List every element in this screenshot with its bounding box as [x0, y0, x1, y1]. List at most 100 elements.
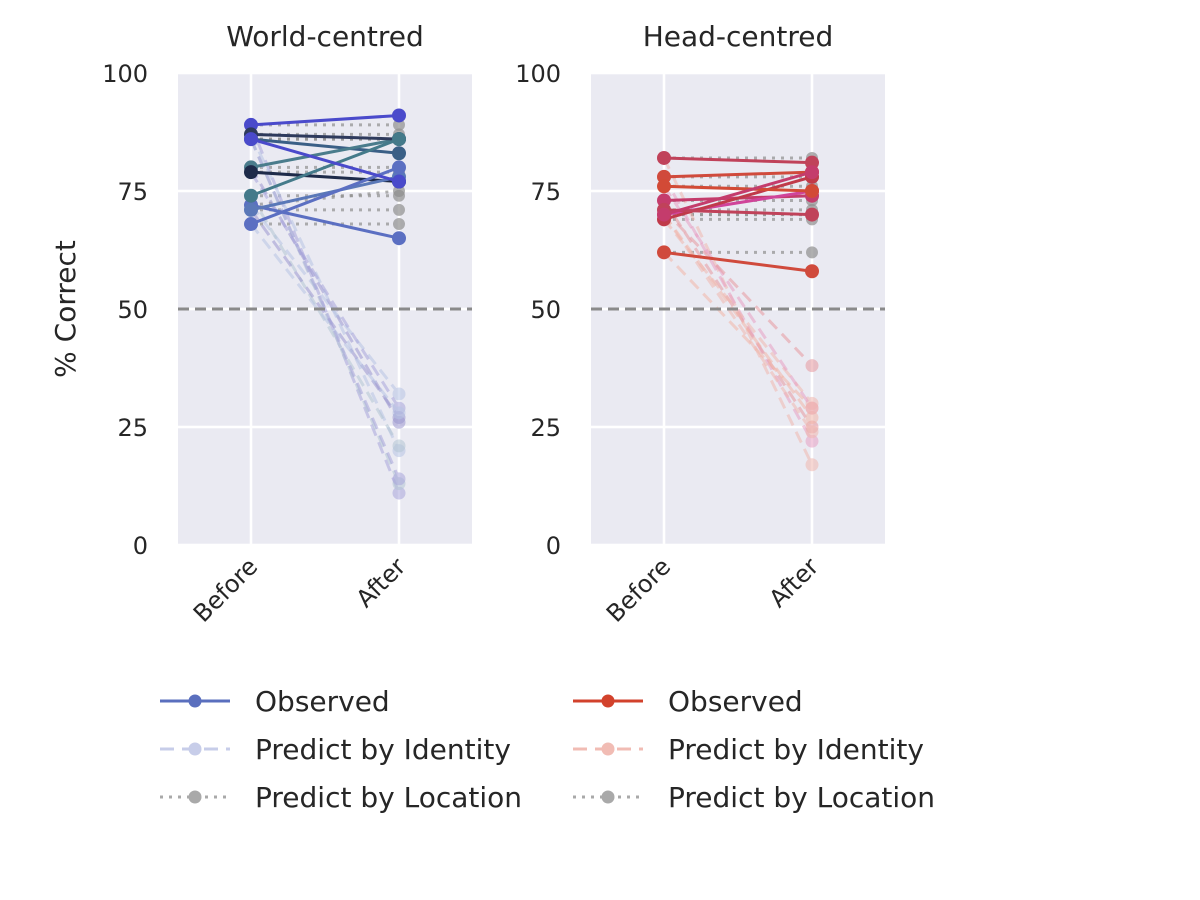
panel-title: Head-centred [643, 20, 834, 53]
observed-segment [663, 156, 813, 165]
y-tick-label: 25 [117, 414, 148, 442]
legend-item: Predict by Location [160, 781, 522, 814]
observed-point [657, 179, 671, 194]
predict-by-identity-point [392, 387, 406, 401]
observed-line [657, 245, 819, 279]
observed-line [244, 132, 406, 203]
observed-point [244, 202, 258, 217]
observed-segment [663, 175, 813, 221]
predict-by-identity-segment [249, 138, 401, 480]
predict-by-identity-segment [662, 251, 814, 410]
predict-by-identity-segment [662, 213, 814, 433]
observed-point [657, 150, 671, 165]
predict-by-identity-segment [249, 223, 401, 414]
observed-point [805, 184, 819, 198]
predict-by-identity-point [392, 406, 406, 420]
observed-point [392, 146, 406, 161]
observed-segment [250, 165, 400, 226]
observed-segment [250, 203, 400, 240]
observed-point [657, 245, 671, 260]
legend-swatch-marker [601, 790, 615, 804]
observed-segment [663, 170, 813, 217]
legend-swatch-marker [601, 742, 615, 756]
predict-by-location-segment [250, 189, 400, 207]
predict-by-identity-point [805, 434, 819, 448]
observed-segment [250, 175, 400, 212]
observed-line [244, 160, 406, 232]
observed-segment [250, 137, 400, 198]
observed-point [805, 207, 819, 222]
legend-head-centred: Observed Predict by Identity Predict by Lo… [573, 685, 935, 814]
predict-by-identity-segment [662, 208, 814, 367]
y-tick-label: 75 [117, 178, 148, 206]
legend-item: Predict by Location [573, 781, 935, 814]
y-tick-label: 50 [117, 296, 148, 324]
observed-point [657, 207, 671, 222]
legend-swatch-marker [601, 694, 615, 708]
predict-by-location-point [393, 218, 405, 231]
observed-point [392, 108, 406, 123]
observed-point [392, 160, 406, 175]
predict-by-location-point [393, 118, 405, 131]
legend-label: Observed [255, 685, 390, 718]
legend-world-centred: Observed Predict by Identity Predict by Lo… [160, 685, 522, 814]
observed-series [657, 150, 819, 279]
predict-by-identity-point [805, 458, 819, 472]
predict-by-identity-point [805, 401, 819, 415]
predict-by-identity-segment [249, 194, 401, 447]
legend-item: Predict by Identity [573, 733, 924, 766]
predict-by-location-point [806, 246, 818, 259]
legend-label: Predict by Location [255, 781, 522, 814]
legend-item: Predict by Identity [160, 733, 511, 766]
predict-by-identity-point [392, 472, 406, 486]
legend-item: Observed [573, 685, 803, 718]
observed-point [805, 264, 819, 279]
predict-by-identity-point [392, 486, 406, 500]
y-tick-label: 100 [515, 60, 561, 88]
observed-segment [250, 132, 400, 141]
observed-segment [663, 250, 813, 273]
panel-title: World-centred [226, 20, 424, 53]
observed-point [244, 217, 258, 232]
y-tick-label: 75 [530, 178, 561, 206]
observed-point [392, 174, 406, 189]
y-tick-label: 0 [133, 532, 148, 560]
y-tick-labels: 0 25 50 75 100 [102, 60, 148, 560]
observed-segment [663, 208, 813, 217]
observed-line [244, 132, 406, 189]
y-tick-label: 25 [530, 414, 561, 442]
legend-swatch-marker [188, 790, 202, 804]
predict-by-identity-segment [662, 185, 814, 409]
observed-point [805, 165, 819, 180]
legend-label: Observed [668, 685, 803, 718]
observed-series [244, 108, 406, 246]
predict-by-identity-point [805, 359, 819, 373]
legend-item: Observed [160, 685, 390, 718]
y-tick-label: 100 [102, 60, 148, 88]
observed-point [392, 231, 406, 246]
observed-point [244, 132, 258, 147]
predict-by-identity-point [805, 425, 819, 439]
legend-label: Predict by Location [668, 781, 935, 814]
y-axis-label: % Correct [49, 240, 82, 378]
legend-label: Predict by Identity [255, 733, 511, 766]
predict-by-location-point [393, 189, 405, 202]
observed-point [244, 188, 258, 203]
legend-swatch-marker [188, 742, 202, 756]
legend-label: Predict by Identity [668, 733, 924, 766]
observed-line [657, 165, 819, 222]
observed-segment [250, 137, 400, 155]
predict-by-identity-point [392, 439, 406, 453]
legend-swatch-marker [188, 694, 202, 708]
observed-segment [663, 170, 813, 179]
observed-segment [663, 184, 813, 193]
observed-segment [250, 137, 400, 184]
y-tick-label: 0 [546, 532, 561, 560]
observed-segment [250, 137, 400, 169]
observed-point [244, 165, 258, 180]
predict-by-location-point [393, 203, 405, 216]
observed-point [392, 132, 406, 147]
